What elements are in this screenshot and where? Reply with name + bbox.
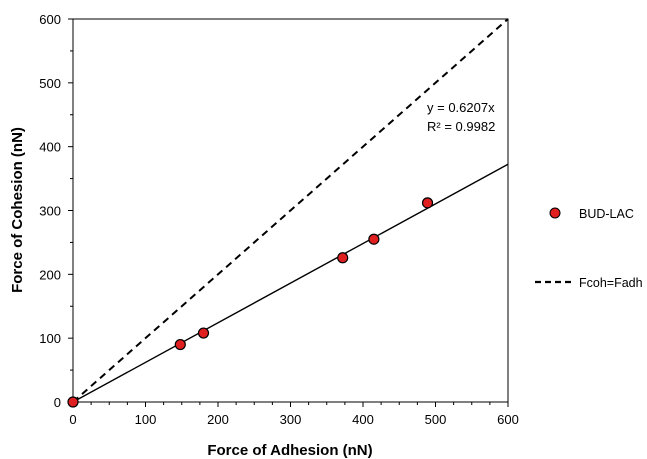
trendline-bud-lac: [72, 163, 509, 403]
x-tick-label: 0: [69, 412, 76, 427]
data-point-bud-lac: [337, 252, 349, 264]
y-tick-label: 500: [39, 76, 61, 91]
y-tick-label: 600: [39, 12, 61, 27]
chart-marks: [67, 18, 509, 408]
legend-label-fcoh-fadh: Fcoh=Fadh: [579, 276, 643, 290]
x-tick-label: 400: [352, 412, 374, 427]
data-point-bud-lac: [197, 327, 210, 339]
y-axis-title: Force of Cohesion (nN): [9, 127, 26, 293]
data-point-bud-lac: [67, 396, 79, 408]
y-tick-label: 300: [39, 204, 61, 219]
legend: BUD-LAC Fcoh=Fadh: [535, 207, 643, 290]
legend-label-bud-lac: BUD-LAC: [579, 207, 634, 221]
trendline-equation: y = 0.6207x: [427, 100, 495, 115]
x-tick-label: 600: [497, 412, 519, 427]
x-tick-label: 300: [280, 412, 302, 427]
x-axis-ticks: 0 100 200 300 400 500 600: [69, 402, 519, 427]
y-tick-label: 100: [39, 331, 61, 346]
x-tick-label: 500: [425, 412, 447, 427]
y-axis-ticks: 0 100 200 300 400 500 600: [39, 12, 73, 410]
x-tick-label: 200: [207, 412, 229, 427]
data-point-bud-lac: [368, 233, 380, 245]
x-axis-title: Force of Adhesion (nN): [207, 442, 372, 459]
trendline-r2: R² = 0.9982: [427, 119, 495, 134]
y-tick-label: 400: [39, 140, 61, 155]
x-tick-label: 100: [135, 412, 157, 427]
data-point-bud-lac: [174, 338, 186, 351]
series-line-fcoh-fadh: [72, 18, 509, 403]
data-point-bud-lac: [421, 197, 434, 209]
legend-marker-bud-lac: [549, 207, 561, 219]
y-tick-label: 0: [54, 395, 61, 410]
y-tick-label: 200: [39, 267, 61, 282]
